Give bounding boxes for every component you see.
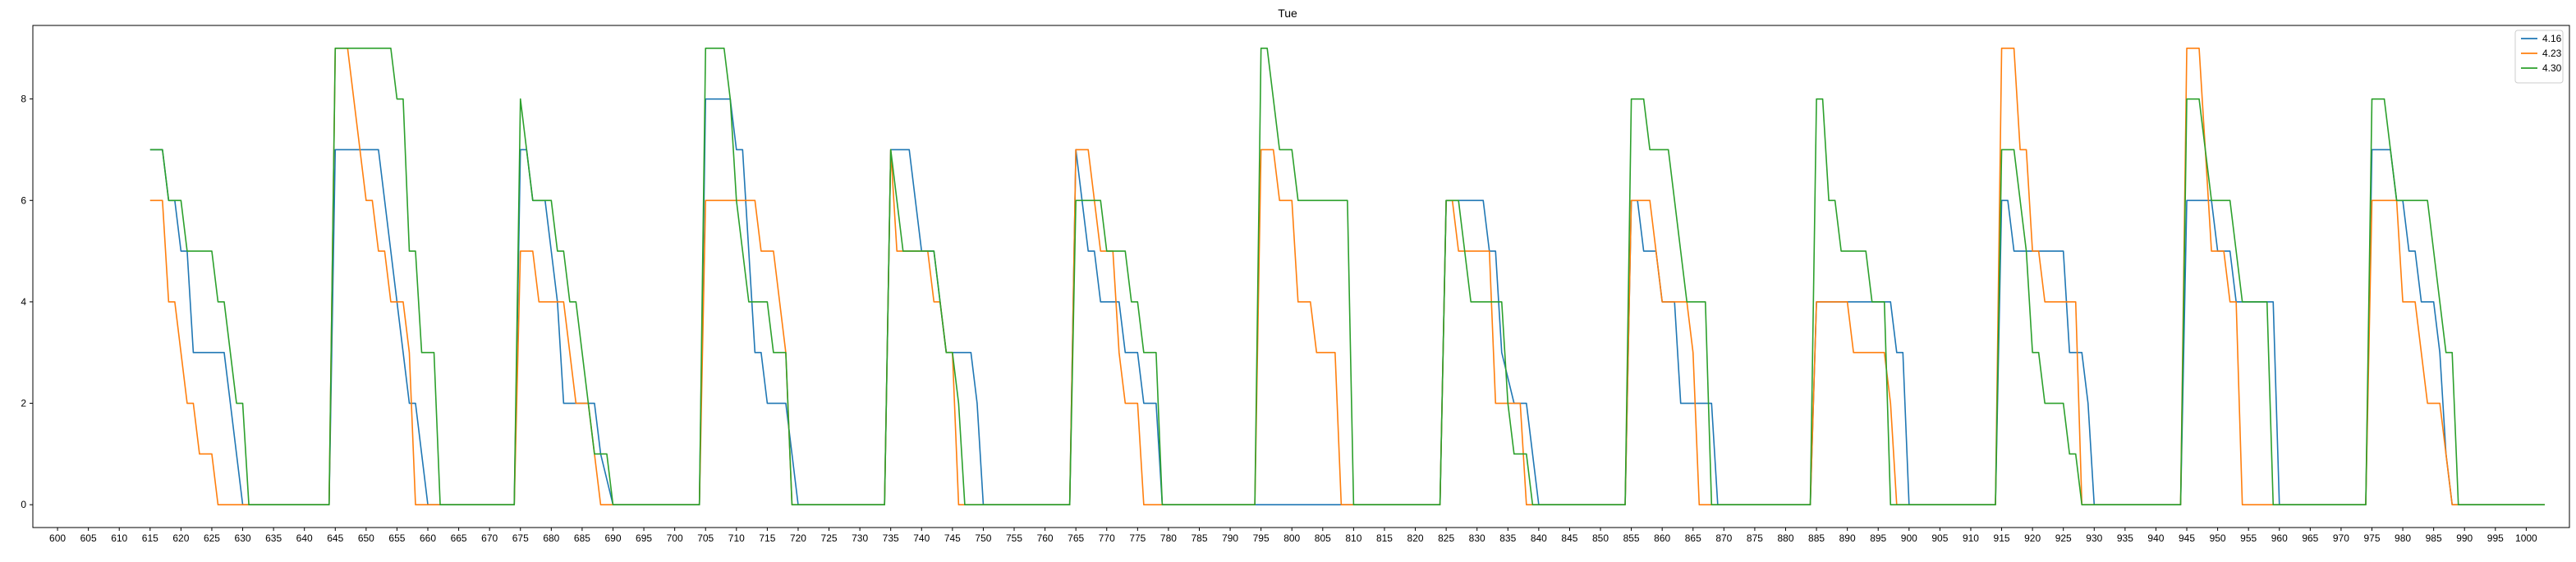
x-tick-label: 785 [1191,532,1207,544]
x-tick-label: 700 [667,532,683,544]
x-tick-label: 805 [1315,532,1331,544]
x-tick-label: 995 [2487,532,2504,544]
x-tick-label: 815 [1376,532,1393,544]
x-tick-label: 730 [852,532,868,544]
x-tick-label: 735 [883,532,899,544]
x-tick-label: 905 [1931,532,1948,544]
x-tick-label: 615 [142,532,158,544]
plot-area [149,48,2545,505]
x-tick-label: 845 [1561,532,1577,544]
x-tick-label: 740 [913,532,930,544]
x-tick-label: 890 [1839,532,1856,544]
x-tick-label: 695 [636,532,652,544]
x-tick-label: 750 [975,532,991,544]
axes-frame [32,25,2570,528]
x-tick-label: 885 [1808,532,1825,544]
x-tick-label: 925 [2055,532,2072,544]
x-tick-label: 1000 [2515,532,2537,544]
x-tick-label: 775 [1129,532,1146,544]
x-tick-label: 955 [2240,532,2257,544]
y-tick-label: 4 [21,296,26,308]
x-tick-label: 965 [2302,532,2318,544]
x-tick-label: 855 [1623,532,1640,544]
legend-box [2514,30,2564,84]
legend-label-4-30: 4.30 [2542,62,2562,74]
x-tick-label: 865 [1685,532,1701,544]
x-tick-label: 880 [1777,532,1793,544]
x-tick-label: 960 [2271,532,2288,544]
x-tick-label: 640 [296,532,313,544]
x-tick-label: 660 [420,532,436,544]
x-tick-label: 755 [1006,532,1022,544]
x-tick-label: 715 [759,532,775,544]
x-tick-label: 685 [574,532,590,544]
x-tick-label: 950 [2210,532,2226,544]
x-tick-label: 945 [2179,532,2195,544]
x-tick-label: 900 [1901,532,1917,544]
y-tick-label: 0 [21,499,26,510]
x-tick-label: 650 [358,532,374,544]
x-tick-label: 935 [2117,532,2133,544]
x-tick-label: 655 [388,532,405,544]
x-tick-label: 825 [1438,532,1454,544]
x-tick-label: 630 [235,532,251,544]
x-tick-label: 980 [2395,532,2411,544]
x-tick-label: 870 [1715,532,1732,544]
x-tick-label: 760 [1037,532,1054,544]
x-tick-label: 675 [512,532,529,544]
legend-label-4-23: 4.23 [2542,48,2562,59]
x-tick-label: 705 [697,532,714,544]
x-tick-label: 975 [2363,532,2380,544]
x-tick-label: 875 [1747,532,1763,544]
x-tick-label: 670 [481,532,498,544]
x-tick-label: 620 [172,532,189,544]
x-tick-label: 810 [1345,532,1361,544]
x-tick-label: 895 [1870,532,1886,544]
series-line-4-30 [149,48,2545,505]
x-tick-label: 600 [49,532,66,544]
x-tick-label: 790 [1222,532,1238,544]
x-tick-label: 840 [1531,532,1547,544]
x-tick-label: 830 [1469,532,1485,544]
x-tick-label: 985 [2426,532,2442,544]
x-tick-label: 710 [728,532,745,544]
x-tick-label: 940 [2147,532,2164,544]
x-tick-label: 910 [1963,532,1979,544]
x-tick-label: 850 [1592,532,1609,544]
x-tick-label: 680 [543,532,559,544]
chart-title: Tue [1278,7,1297,20]
x-tick-label: 690 [604,532,621,544]
axes: 600 605 610 615 620 625 630 635 640 645 650 655 660 6… [21,25,2570,544]
x-tick-label: 720 [790,532,806,544]
x-tick-label: 635 [265,532,282,544]
x-tick-label: 800 [1283,532,1300,544]
x-tick-label: 920 [2024,532,2041,544]
x-tick-label: 770 [1099,532,1115,544]
x-tick-label: 645 [327,532,343,544]
x-tick-label: 930 [2086,532,2102,544]
x-tick-label: 970 [2333,532,2349,544]
x-tick-label: 915 [1994,532,2010,544]
x-tick-label: 835 [1499,532,1516,544]
x-tick-label: 725 [821,532,838,544]
x-tick-label: 610 [111,532,127,544]
series-line-4-23 [149,48,2545,505]
y-tick-label: 6 [21,194,26,206]
x-tick-label: 605 [80,532,97,544]
x-tick-label: 990 [2456,532,2473,544]
x-tick-label: 860 [1654,532,1670,544]
x-tick-label: 745 [944,532,961,544]
x-tick-label: 665 [451,532,467,544]
x-tick-label: 765 [1068,532,1084,544]
legend-label-4-16: 4.16 [2542,33,2562,44]
x-tick-label: 795 [1253,532,1270,544]
legend: 4.16 4.23 4.30 [2514,30,2564,84]
y-tick-label: 2 [21,398,26,409]
x-tick-label: 625 [204,532,220,544]
x-tick-label: 780 [1160,532,1177,544]
x-tick-label: 820 [1407,532,1424,544]
y-tick-label: 8 [21,94,26,105]
